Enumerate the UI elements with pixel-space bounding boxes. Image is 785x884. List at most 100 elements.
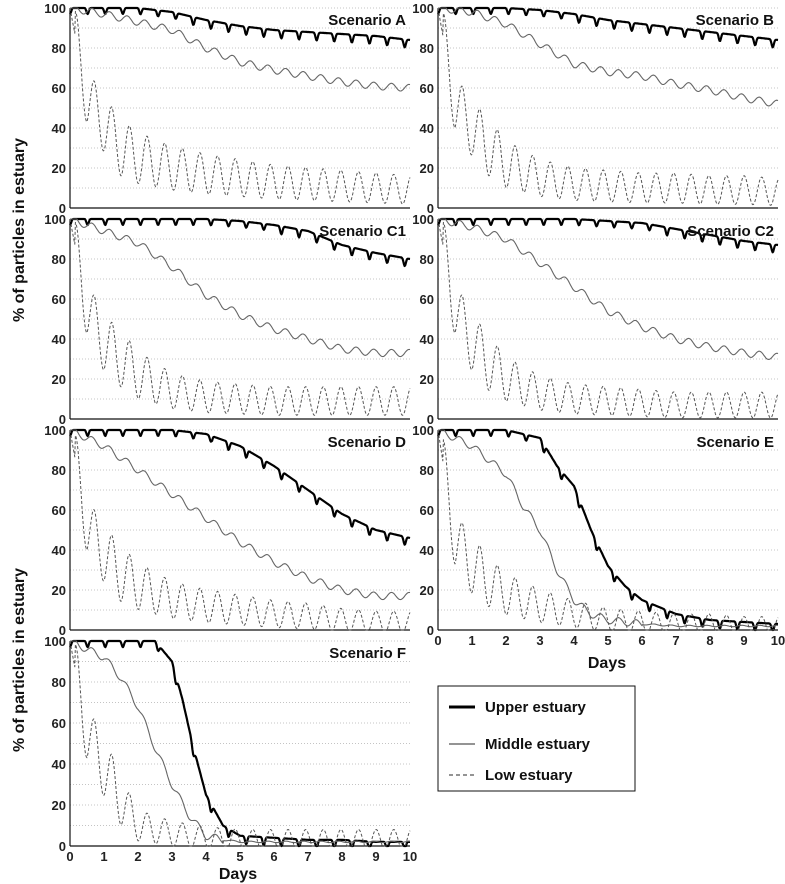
y-axis-label-top: % of particles in estuary (11, 138, 28, 322)
y-tick-label: 20 (52, 372, 66, 387)
y-tick-label: 80 (420, 41, 434, 56)
series-line-middle (438, 218, 779, 361)
x-axis-label-e: Days (588, 655, 626, 672)
series-line-middle (70, 7, 411, 92)
y-tick-label: 100 (44, 1, 66, 16)
series-line-middle (70, 640, 410, 844)
panel-2: 0 20 40 60 80 100 Scenario B (412, 1, 779, 216)
y-tick-label: 80 (420, 463, 434, 478)
y-tick-label: 20 (52, 583, 66, 598)
panel-4: 0 20 40 60 80 100 Scenario C2 (412, 212, 779, 427)
x-tick-label: 2 (134, 849, 141, 864)
y-tick-label: 100 (412, 212, 434, 227)
y-tick-label: 20 (52, 161, 66, 176)
x-tick-label: 3 (168, 849, 175, 864)
panel-title: Scenario D (328, 434, 407, 451)
x-tick-label: 1 (100, 849, 107, 864)
x-tick-label: 9 (372, 849, 379, 864)
y-tick-label: 100 (412, 423, 434, 438)
legend-label-upper: Upper estuary (485, 699, 587, 716)
series-line-upper (69, 428, 411, 546)
series-line-low (437, 429, 779, 631)
series-line-low (69, 429, 411, 631)
x-axis-label-f: Days (219, 866, 257, 883)
y-tick-label: 0 (59, 412, 66, 427)
series-line-low (69, 640, 411, 847)
legend-box (437, 685, 636, 792)
y-tick-label: 40 (52, 757, 66, 772)
series-line-low (437, 218, 779, 419)
series-line-upper (69, 6, 411, 49)
series-line-middle (438, 7, 779, 107)
y-tick-label: 40 (52, 543, 66, 558)
y-tick-label: 60 (52, 81, 66, 96)
y-tick-label: 20 (52, 798, 66, 813)
y-tick-label: 60 (420, 292, 434, 307)
x-tick-label: 6 (638, 633, 645, 648)
panel-title: Scenario C2 (687, 223, 774, 240)
y-tick-label: 0 (427, 623, 434, 638)
series-line-upper (437, 217, 779, 254)
y-tick-label: 0 (59, 201, 66, 216)
y-tick-label: 40 (420, 332, 434, 347)
x-tick-label: 1 (468, 633, 475, 648)
series-line-low (69, 7, 411, 205)
series-line-middle (70, 429, 411, 601)
legend-label-middle: Middle estuary (485, 736, 591, 753)
y-tick-label: 40 (52, 121, 66, 136)
y-tick-label: 60 (420, 81, 434, 96)
series-line-upper (69, 639, 411, 848)
y-tick-label: 100 (44, 634, 66, 649)
x-tick-label: 5 (604, 633, 611, 648)
y-tick-label: 0 (427, 201, 434, 216)
legend-label-low: Low estuary (485, 767, 573, 784)
x-tick-label: 4 (202, 849, 210, 864)
series-line-upper (437, 428, 779, 632)
panel-3: 0 20 40 60 80 100 Scenario C1 (44, 212, 411, 427)
x-tick-label: 10 (771, 633, 785, 648)
y-tick-label: 0 (59, 839, 66, 854)
panel-7: 0 20 40 60 80 100 0 1 2 3 4 5 6 7 8 9 10 Scenario F (44, 634, 417, 864)
y-tick-label: 20 (420, 372, 434, 387)
y-tick-label: 100 (44, 423, 66, 438)
y-tick-label: 80 (420, 252, 434, 267)
series-line-middle (70, 218, 411, 358)
panel-title: Scenario A (328, 12, 406, 29)
x-tick-label: 3 (536, 633, 543, 648)
y-tick-label: 80 (52, 252, 66, 267)
y-tick-label: 0 (427, 412, 434, 427)
series-line-upper (69, 217, 411, 268)
y-tick-label: 20 (420, 161, 434, 176)
legend: Upper estuary Middle estuary Low estuary (437, 685, 636, 792)
series-line-low (437, 7, 779, 206)
y-tick-label: 80 (52, 41, 66, 56)
y-axis-label-bottom: % of particles in estuary (11, 568, 28, 752)
panel-title: Scenario C1 (319, 223, 406, 240)
x-tick-label: 0 (434, 633, 441, 648)
x-tick-label: 4 (570, 633, 578, 648)
y-tick-label: 60 (420, 503, 434, 518)
y-tick-label: 100 (44, 212, 66, 227)
x-tick-label: 0 (66, 849, 73, 864)
panel-title: Scenario E (696, 434, 774, 451)
x-tick-label: 7 (304, 849, 311, 864)
y-tick-label: 40 (420, 121, 434, 136)
panel-title: Scenario F (329, 645, 406, 662)
x-tick-label: 9 (740, 633, 747, 648)
x-tick-label: 7 (672, 633, 679, 648)
x-tick-label: 6 (270, 849, 277, 864)
y-tick-label: 80 (52, 675, 66, 690)
panel-5: 0 20 40 60 80 100 Scenario D (44, 423, 411, 638)
y-tick-label: 60 (52, 716, 66, 731)
x-tick-label: 5 (236, 849, 243, 864)
panel-title: Scenario B (696, 12, 775, 29)
y-tick-label: 40 (420, 543, 434, 558)
x-tick-label: 8 (706, 633, 713, 648)
y-tick-label: 60 (52, 503, 66, 518)
y-tick-label: 60 (52, 292, 66, 307)
panel-1: 0 20 40 60 80 100 Scenario A (44, 1, 411, 216)
y-tick-label: 20 (420, 583, 434, 598)
series-line-low (69, 218, 411, 416)
